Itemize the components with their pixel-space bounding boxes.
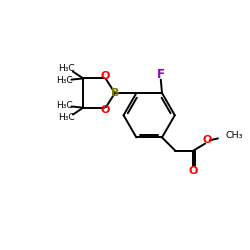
Text: O: O bbox=[101, 72, 110, 82]
Text: O: O bbox=[101, 105, 110, 115]
Text: CH₃: CH₃ bbox=[226, 131, 244, 140]
Text: F: F bbox=[157, 68, 165, 80]
Text: O: O bbox=[188, 166, 198, 176]
Text: H₃C: H₃C bbox=[56, 101, 73, 110]
Text: O: O bbox=[203, 135, 212, 145]
Text: H₃C: H₃C bbox=[58, 64, 75, 73]
Text: H₃C: H₃C bbox=[58, 113, 75, 122]
Text: B: B bbox=[111, 88, 119, 98]
Text: H₃C: H₃C bbox=[56, 76, 73, 85]
